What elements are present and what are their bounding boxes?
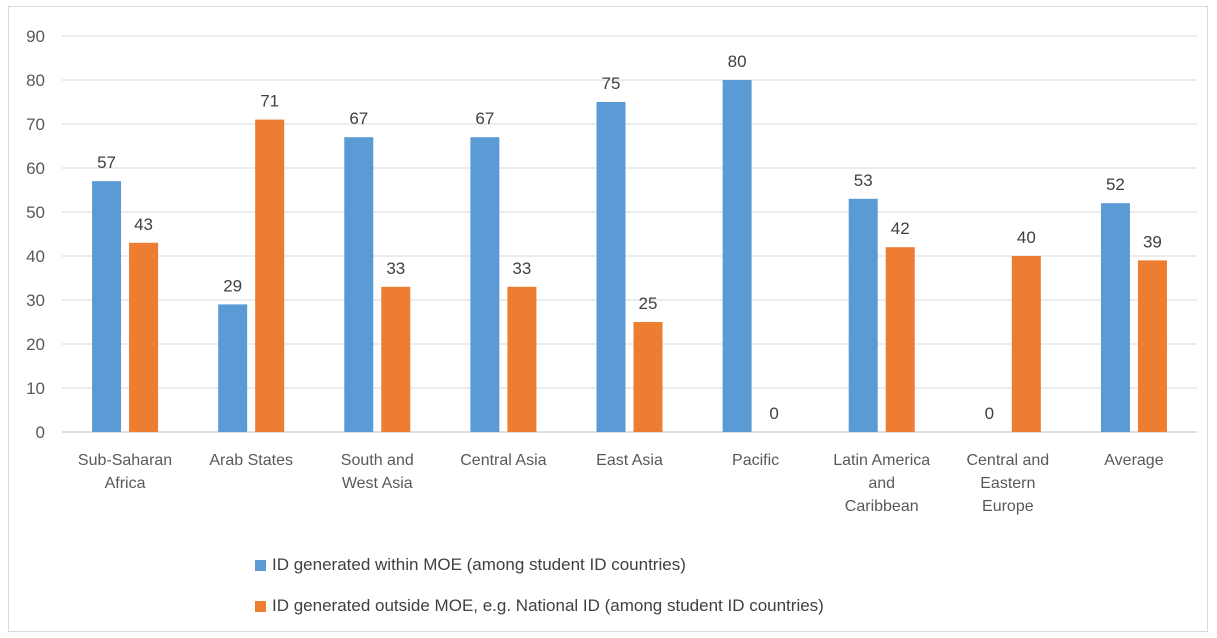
legend-label-series-2: ID generated outside MOE, e.g. National … [272,596,824,616]
data-label-series-2-5: 0 [769,404,778,423]
bar-series-1-1 [218,304,247,432]
x-tick-label-0-1: Africa [105,475,146,492]
bar-series-1-0 [92,181,121,432]
data-label-series-1-1: 29 [223,276,242,295]
data-label-series-1-8: 52 [1106,175,1125,194]
x-tick-label-2-0: South and [341,452,414,469]
x-tick-label-3-0: Central Asia [460,452,546,469]
y-tick-label-30: 30 [26,291,45,310]
legend-swatch-series-2 [255,601,266,612]
x-tick-label-7-2: Europe [982,498,1034,515]
x-tick-label-7-1: Eastern [980,475,1035,492]
x-tick-label-6-0: Latin America [833,452,930,469]
data-label-series-1-3: 67 [475,109,494,128]
bar-series-2-0 [129,243,158,432]
x-tick-label-6-1: and [868,475,895,492]
bar-series-2-1 [255,120,284,432]
bar-series-1-2 [344,137,373,432]
y-tick-label-60: 60 [26,159,45,178]
legend-item-series-2: ID generated outside MOE, e.g. National … [255,596,824,616]
data-label-series-1-6: 53 [854,171,873,190]
y-tick-label-0: 0 [36,423,45,442]
x-tick-label-4-0: East Asia [596,452,663,469]
bar-chart: 0 10 20 30 40 50 60 70 80 90 57 43 Sub-Saharan Africa… [9,7,1209,633]
y-tick-label-10: 10 [26,379,45,398]
data-label-series-2-8: 39 [1143,232,1162,251]
legend-item-series-1: ID generated within MOE (among student I… [255,555,686,575]
bar-series-1-8 [1101,203,1130,432]
bar-series-1-3 [470,137,499,432]
data-label-series-2-3: 33 [512,259,531,278]
data-label-series-1-0: 57 [97,153,116,172]
bar-series-1-4 [597,102,626,432]
x-tick-label-7-0: Central and [966,452,1049,469]
bar-series-2-3 [507,287,536,432]
bar-series-1-6 [849,199,878,432]
y-tick-label-20: 20 [26,335,45,354]
chart-frame: 0 10 20 30 40 50 60 70 80 90 57 43 Sub-Saharan Africa… [8,6,1208,632]
bar-series-2-8 [1138,260,1167,432]
y-tick-label-40: 40 [26,247,45,266]
bar-series-2-7 [1012,256,1041,432]
bar-series-2-4 [634,322,663,432]
data-label-series-2-1: 71 [260,92,279,111]
legend-label-series-1: ID generated within MOE (among student I… [272,555,686,575]
bar-series-1-5 [723,80,752,432]
y-tick-label-50: 50 [26,203,45,222]
data-label-series-2-7: 40 [1017,228,1036,247]
x-tick-label-8-0: Average [1104,452,1163,469]
data-label-series-1-2: 67 [349,109,368,128]
bar-series-2-6 [886,247,915,432]
y-tick-label-80: 80 [26,71,45,90]
legend-swatch-series-1 [255,560,266,571]
data-label-series-1-5: 80 [728,52,747,71]
y-tick-label-70: 70 [26,115,45,134]
x-tick-label-1-0: Arab States [209,452,293,469]
y-tick-label-90: 90 [26,27,45,46]
x-tick-label-6-2: Caribbean [845,498,919,515]
data-label-series-2-0: 43 [134,215,153,234]
x-tick-label-0-0: Sub-Saharan [78,452,172,469]
data-label-series-1-4: 75 [602,74,621,93]
bar-series-2-2 [381,287,410,432]
data-label-series-2-6: 42 [891,219,910,238]
data-label-series-2-2: 33 [386,259,405,278]
x-tick-label-5-0: Pacific [732,452,779,469]
data-label-series-1-7: 0 [985,404,994,423]
x-tick-label-2-1: West Asia [342,475,413,492]
data-label-series-2-4: 25 [639,294,658,313]
